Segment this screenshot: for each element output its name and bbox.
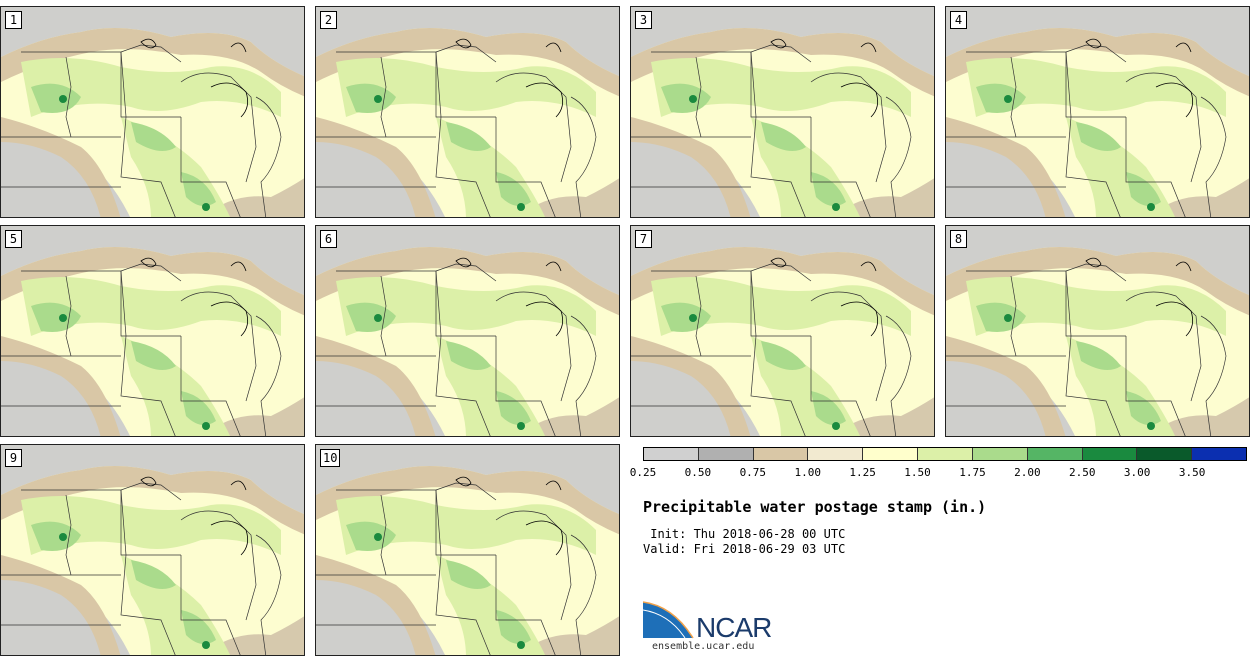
map <box>1 226 304 436</box>
member-panel: 2 <box>315 6 620 218</box>
panel-label: 4 <box>950 11 967 29</box>
map <box>1 445 304 655</box>
map <box>946 7 1249 217</box>
colorbar-tick-label: 0.50 <box>684 466 712 479</box>
map <box>631 7 934 217</box>
member-panel: 10 <box>315 444 620 656</box>
colorbar-tick-label: 1.25 <box>849 466 876 479</box>
colorbar-tick-label: 2.00 <box>1014 466 1041 479</box>
map <box>316 7 619 217</box>
colorbar-tick-label: 1.50 <box>904 466 931 479</box>
colorbar-tick-label: 1.75 <box>959 466 986 479</box>
colorbar-tick-label: 2.50 <box>1069 466 1096 479</box>
member-panel: 6 <box>315 225 620 437</box>
map <box>1 7 304 217</box>
map <box>631 226 934 436</box>
map <box>316 445 619 655</box>
colorbar-tick-label: 0.25 <box>629 466 657 479</box>
panel-label: 10 <box>320 449 341 467</box>
colorbar-swatch <box>644 448 699 460</box>
ncar-logo-icon <box>643 601 694 639</box>
panel-label: 9 <box>5 449 22 467</box>
ncar-logo-text: NCAR <box>696 612 772 643</box>
colorbar-swatch <box>698 448 754 460</box>
site-url: ensemble.ucar.edu <box>652 641 755 652</box>
colorbar-swatch <box>918 448 973 460</box>
figure-title: Precipitable water postage stamp (in.) <box>643 498 987 516</box>
colorbar-tick-label: 1.00 <box>794 466 821 479</box>
colorbar-swatch <box>1027 448 1083 460</box>
colorbar-tick-label: 0.75 <box>739 466 767 479</box>
member-panel: 5 <box>0 225 305 437</box>
panel-label: 6 <box>320 230 337 248</box>
colorbar-swatch <box>753 448 809 460</box>
colorbar-swatch <box>972 448 1028 460</box>
colorbar <box>643 447 1247 461</box>
member-panel: 4 <box>945 6 1250 218</box>
member-panel: 3 <box>630 6 935 218</box>
colorbar-swatch <box>808 448 864 460</box>
member-panel: 8 <box>945 225 1250 437</box>
colorbar-tick-label: 3.00 <box>1123 466 1151 479</box>
valid-time: Valid: Fri 2018-06-29 03 UTC <box>643 542 846 556</box>
colorbar-tick-label: 3.50 <box>1178 466 1206 479</box>
member-panel: 1 <box>0 6 305 218</box>
member-panel: 7 <box>630 225 935 437</box>
colorbar-swatch <box>1082 448 1138 460</box>
panel-label: 1 <box>5 11 22 29</box>
panel-label: 7 <box>635 230 652 248</box>
panel-label: 3 <box>635 11 652 29</box>
colorbar-swatch <box>1192 448 1246 460</box>
member-panel: 9 <box>0 444 305 656</box>
panel-label: 8 <box>950 230 967 248</box>
map <box>946 226 1249 436</box>
colorbar-swatch <box>1137 448 1193 460</box>
map <box>316 226 619 436</box>
init-time: Init: Thu 2018-06-28 00 UTC <box>643 527 846 541</box>
colorbar-swatch <box>863 448 919 460</box>
panel-label: 2 <box>320 11 337 29</box>
panel-label: 5 <box>5 230 22 248</box>
